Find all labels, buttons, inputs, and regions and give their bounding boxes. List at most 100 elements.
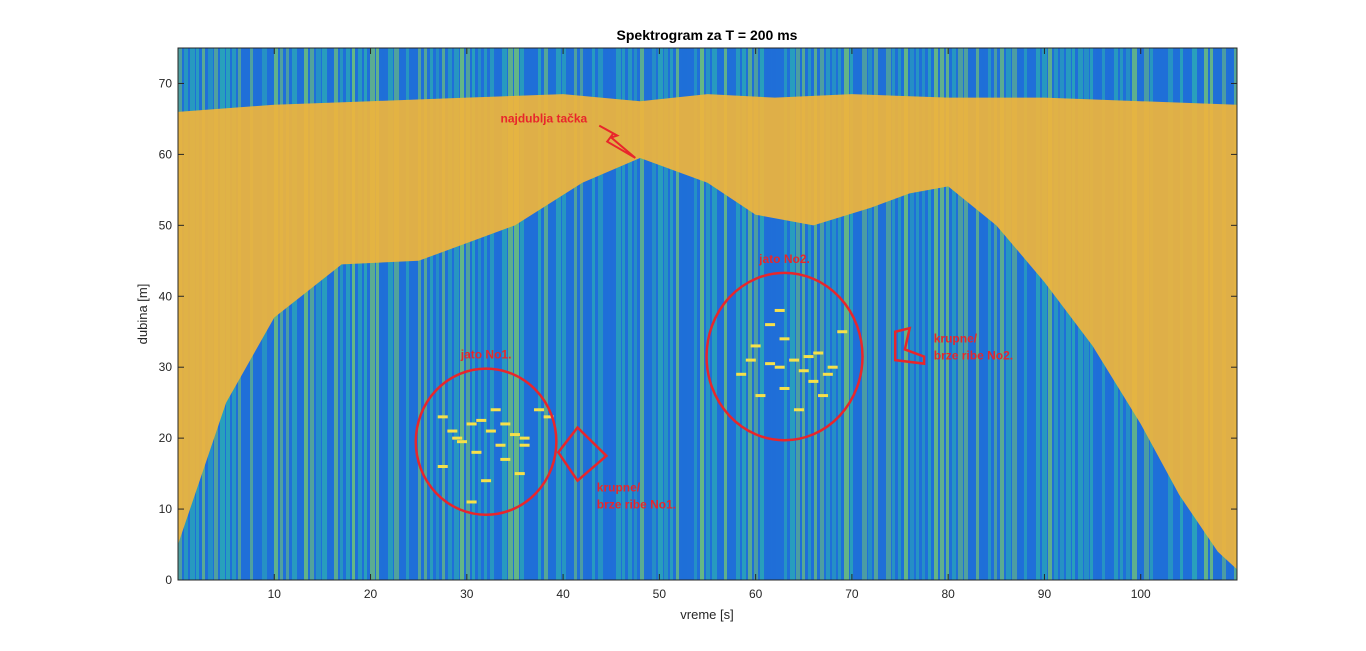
echo-mark [447,429,458,433]
x-axis-ticks: 10 20 30 40 50 60 70 80 90 100 [268,48,1151,601]
spectrogram-stripe [352,48,355,580]
echo-mark [509,433,520,437]
spectrogram-stripe [574,48,577,580]
spectrogram-stripe [1030,48,1035,580]
annotation-school2: jato No2. [758,252,810,266]
spectrogram-stripe [514,48,519,580]
x-tick-label: 90 [1038,587,1052,601]
annotation-shapes [414,124,926,516]
spectrogram-stripe [592,48,595,580]
echo-mark [755,394,766,398]
echo-mark [490,408,501,412]
spectrogram-stripe [484,48,487,580]
spectrogram-stripe [970,48,975,580]
spectrogram-stripe [1048,48,1052,580]
spectrogram-stripe [958,48,963,580]
echo-mark [495,443,506,447]
echo-mark [779,386,790,390]
spectrogram-stripe [376,48,379,580]
spectrogram-stripe [550,48,555,580]
echo-mark [774,365,785,369]
spectrogram-stripe [898,48,901,580]
spectrogram-stripe [892,48,895,580]
spectrogram-stripe [460,48,464,580]
spectrogram-stripe [916,48,919,580]
spectrogram-stripe [568,48,572,580]
echo-mark [803,355,814,359]
echo-mark [808,379,819,383]
spectrogram-stripe [478,48,481,580]
spectrogram-stripe [784,48,787,580]
y-tick-label: 60 [159,147,173,161]
annotation-deepest: najdublja tačka [501,111,588,125]
spectrogram-stripe [424,48,427,580]
spectrogram-stripe [364,48,367,580]
spectrogram-stripe [994,48,997,580]
echo-mark [813,351,824,355]
echo-mark [750,344,761,348]
spectrogram-stripe [1042,48,1047,580]
echo-mark [798,369,809,373]
spectrogram-stripe [628,48,632,580]
spectrogram-stripe [952,48,956,580]
spectrogram-stripe [454,48,459,580]
x-tick-label: 10 [268,587,282,601]
spectrogram-stripe [520,48,524,580]
echo-mark [500,422,511,426]
chart-title: Spektrogram za T = 200 ms [617,27,798,43]
spectrogram-stripe [856,48,861,580]
spectrogram-stripe [316,48,321,580]
spectrogram-stripe [1054,48,1058,580]
spectrogram-stripe [868,48,872,580]
spectrogram-stripe [814,48,817,580]
spectrogram-stripe [436,48,439,580]
spectrogram-stripe [1018,48,1023,580]
echo-mark [736,372,747,376]
x-tick-label: 30 [460,587,474,601]
spectrogram-stripe [406,48,409,580]
spectrogram-stripe [358,48,362,580]
spectrogram-stripe [682,48,687,580]
spectrogram-stripe [346,48,350,580]
spectrogram-stripe [670,48,673,580]
spectrogram-stripe [922,48,925,580]
spectrogram-stripe [394,48,399,580]
spectrogram-stripe [820,48,824,580]
school-circle-2 [705,271,864,442]
fish2-marker [893,326,926,366]
y-tick-label: 70 [159,76,173,90]
spectrogram-stripe [1024,48,1027,580]
spectrogram-stripe [778,48,782,580]
spectrogram-stripe [724,48,727,580]
spectrogram-stripe [988,48,991,580]
spectrogram-stripe [538,48,541,580]
spectrogram-stripe [418,48,421,580]
echo-mark [543,415,554,419]
orange-echo-band [178,94,1237,570]
echo-mark [765,323,776,327]
spectrogram-stripe [910,48,914,580]
spectrogram-stripe [1006,48,1011,580]
annotation-fish2-line: krupne/ [934,331,978,345]
spectrogram-stripe [490,48,494,580]
echo-mark [519,436,530,440]
spectrogram-stripe [1036,48,1040,580]
spectrogram-stripe [844,48,849,580]
echo-mark [514,472,525,476]
echo-mark [471,450,482,454]
spectrogram-stripe [466,48,470,580]
spectrogram-stripe [286,48,289,580]
spectrogram-stripe [934,48,938,580]
echo-mark [818,394,829,398]
spectrogram-stripe [640,48,644,580]
spectrogram-stripe [304,48,308,580]
spectrogram-stripe [580,48,583,580]
spectrogram-stripe [292,48,297,580]
echo-mark [837,330,848,334]
echo-mark [437,415,448,419]
spectrogram-stripe [886,48,891,580]
spectrogram-stripe [334,48,338,580]
spectrogram-stripe [688,48,693,580]
echo-mark [534,408,545,412]
